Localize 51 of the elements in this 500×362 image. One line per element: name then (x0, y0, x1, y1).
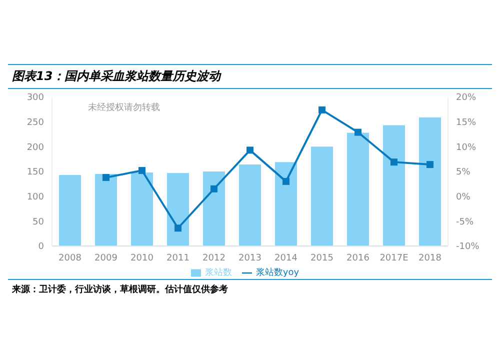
point (282, 178, 290, 185)
bar (347, 132, 369, 246)
x-tick-label: 2012 (202, 253, 226, 264)
bar (131, 172, 153, 246)
bar (239, 164, 261, 246)
bar (275, 162, 297, 246)
bar (59, 174, 81, 246)
x-tick-label: 2013 (238, 253, 262, 264)
y-tick-label: 50 (32, 217, 44, 228)
y2-tick-label: 20% (456, 93, 476, 104)
bar (95, 174, 117, 246)
x-tick-label: 2017E (380, 253, 409, 264)
point (426, 161, 434, 168)
point (174, 224, 182, 232)
legend-label: 浆站数yoy (256, 268, 300, 278)
x-tick-label: 2011 (166, 253, 190, 264)
y2-tick-label: 5% (456, 168, 471, 178)
bar (167, 172, 189, 246)
y-tick-label: 0 (38, 242, 44, 252)
point (318, 106, 326, 114)
y2-tick-label: 10% (456, 142, 476, 153)
annotation: 未经授权请勿转载 (88, 102, 160, 114)
bar (203, 172, 225, 246)
point (246, 146, 254, 154)
point (138, 167, 146, 174)
x-tick-label: 2018 (418, 253, 442, 264)
legend-label: 浆站数 (204, 268, 232, 278)
point (102, 174, 110, 181)
point (210, 185, 218, 192)
x-tick-label: 2009 (94, 253, 118, 264)
point (390, 158, 398, 166)
x-tick-label: 2008 (58, 253, 82, 264)
y-tick-label: 250 (26, 118, 44, 128)
y-tick-label: 150 (26, 168, 44, 178)
x-tick-label: 2016 (346, 253, 370, 264)
bar (383, 125, 405, 246)
y2-tick-label: 0% (456, 192, 471, 203)
x-tick-label: 2015 (310, 253, 334, 264)
point (354, 128, 362, 136)
y2-tick-label: 15% (456, 118, 476, 128)
chart-title: 图表13：国内单采血浆站数量历史波动 (8, 64, 492, 89)
y2-tick-label: -5% (456, 217, 474, 228)
y-tick-label: 200 (26, 142, 44, 153)
x-tick-label: 2010 (130, 253, 154, 264)
y-tick-label: 100 (26, 192, 44, 203)
x-tick-label: 2014 (274, 253, 298, 264)
y2-tick-label: -10% (456, 242, 480, 252)
source-note: 来源：卫计委，行业访谈，草根调研。估计值仅供参考 (8, 279, 492, 299)
bar (419, 117, 441, 246)
y-tick-label: 300 (26, 93, 44, 104)
bar (311, 146, 333, 246)
